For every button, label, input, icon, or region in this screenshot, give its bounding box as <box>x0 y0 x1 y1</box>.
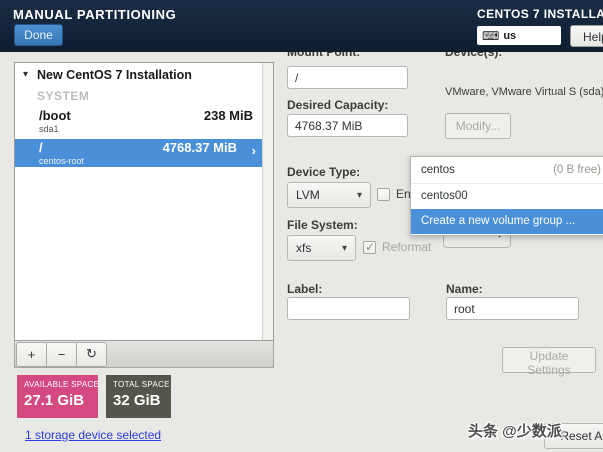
desired-capacity-input[interactable] <box>287 114 408 137</box>
mount-point-input[interactable] <box>287 66 408 89</box>
remove-partition-button[interactable]: − <box>46 341 77 367</box>
update-settings-button[interactable]: Update Settings <box>502 347 596 377</box>
help-button[interactable]: Help <box>570 25 603 47</box>
vg-option-create-new[interactable]: Create a new volume group ... <box>411 209 603 234</box>
device-type-select[interactable]: LVM ▾ <box>287 182 371 208</box>
reset-all-button[interactable]: Reset All <box>544 423 603 449</box>
keyboard-layout-indicator[interactable]: ⌨ us <box>477 26 561 45</box>
device-type-value: LVM <box>296 188 320 202</box>
page-title: MANUAL PARTITIONING <box>13 7 177 22</box>
label-input[interactable] <box>287 297 410 320</box>
device-type-label: Device Type: <box>287 165 361 179</box>
top-bar: MANUAL PARTITIONING Done CENTOS 7 INSTAL… <box>0 0 603 52</box>
vg-option-centos[interactable]: centos (0 B free) <box>411 158 603 183</box>
total-space-value: 32 GiB <box>113 392 161 409</box>
installer-product-title: CENTOS 7 INSTALLATION <box>477 7 603 21</box>
reformat-label: Reformat <box>382 240 432 254</box>
vg-option-name: centos <box>421 164 455 176</box>
vg-option-name: centos00 <box>421 190 468 202</box>
keyboard-layout-label: us <box>503 29 517 42</box>
mount-point: / <box>39 140 43 155</box>
desired-capacity-label: Desired Capacity: <box>287 98 389 112</box>
done-button[interactable]: Done <box>14 24 63 46</box>
name-input[interactable] <box>446 297 579 320</box>
reload-button[interactable]: ↻ <box>76 341 107 367</box>
device-name: centos-root <box>39 156 85 166</box>
file-system-select[interactable]: xfs ▾ <box>287 235 356 261</box>
available-space-box: AVAILABLE SPACE 27.1 GiB <box>17 375 100 418</box>
reformat-checkbox[interactable]: ✓ <box>363 239 376 254</box>
device-name: sda1 <box>39 124 59 134</box>
name-label: Name: <box>446 282 483 296</box>
chevron-right-icon: › <box>251 143 256 158</box>
mount-point: /boot <box>39 108 71 123</box>
system-section-label: SYSTEM <box>37 89 90 103</box>
keyboard-icon: ⌨ <box>482 28 500 43</box>
partition-list-panel: ▾ New CentOS 7 Installation SYSTEM /boot… <box>14 62 274 341</box>
vg-option-centos00[interactable]: centos00 <box>411 183 603 209</box>
dropdown-arrow-icon: ▾ <box>356 189 362 201</box>
partition-size: 4768.37 MiB <box>162 140 237 155</box>
expander-triangle-icon: ▾ <box>23 69 29 80</box>
checkmark-icon: ✓ <box>365 239 376 254</box>
list-scrollbar-track[interactable] <box>262 63 273 340</box>
vg-option-name: Create a new volume group ... <box>421 215 576 227</box>
dropdown-arrow-icon: ▾ <box>341 242 347 254</box>
partition-row-root-selected[interactable]: / 4768.37 MiB centos-root › <box>15 139 263 167</box>
available-space-label: AVAILABLE SPACE <box>24 380 100 389</box>
label-label: Label: <box>287 282 323 296</box>
add-partition-button[interactable]: + <box>16 341 47 367</box>
partition-list-toolbar: + − ↻ <box>14 341 274 368</box>
volume-group-dropdown-popup: centos (0 B free) centos00 Create a new … <box>410 156 603 236</box>
storage-device-selected-link[interactable]: 1 storage device selected <box>25 428 162 442</box>
partition-size: 238 MiB <box>203 108 253 123</box>
encrypt-checkbox[interactable] <box>377 187 390 201</box>
partition-row-boot[interactable]: /boot 238 MiB sda1 <box>15 107 263 137</box>
vg-option-free-space: (0 B free) <box>553 164 601 176</box>
reformat-checkbox-row[interactable]: ✓ Reformat <box>363 240 431 254</box>
file-system-value: xfs <box>296 241 312 255</box>
file-system-label: File System: <box>287 218 358 232</box>
modify-devices-button[interactable]: Modify... <box>445 113 511 139</box>
total-space-box: TOTAL SPACE 32 GiB <box>106 375 171 418</box>
available-space-value: 27.1 GiB <box>24 392 85 409</box>
installation-tree-title: New CentOS 7 Installation <box>37 68 192 82</box>
total-space-label: TOTAL SPACE <box>113 380 170 389</box>
installation-tree-expander[interactable]: ▾ New CentOS 7 Installation <box>15 63 263 87</box>
devices-value: VMware, VMware Virtual S (sda) <box>445 86 603 98</box>
